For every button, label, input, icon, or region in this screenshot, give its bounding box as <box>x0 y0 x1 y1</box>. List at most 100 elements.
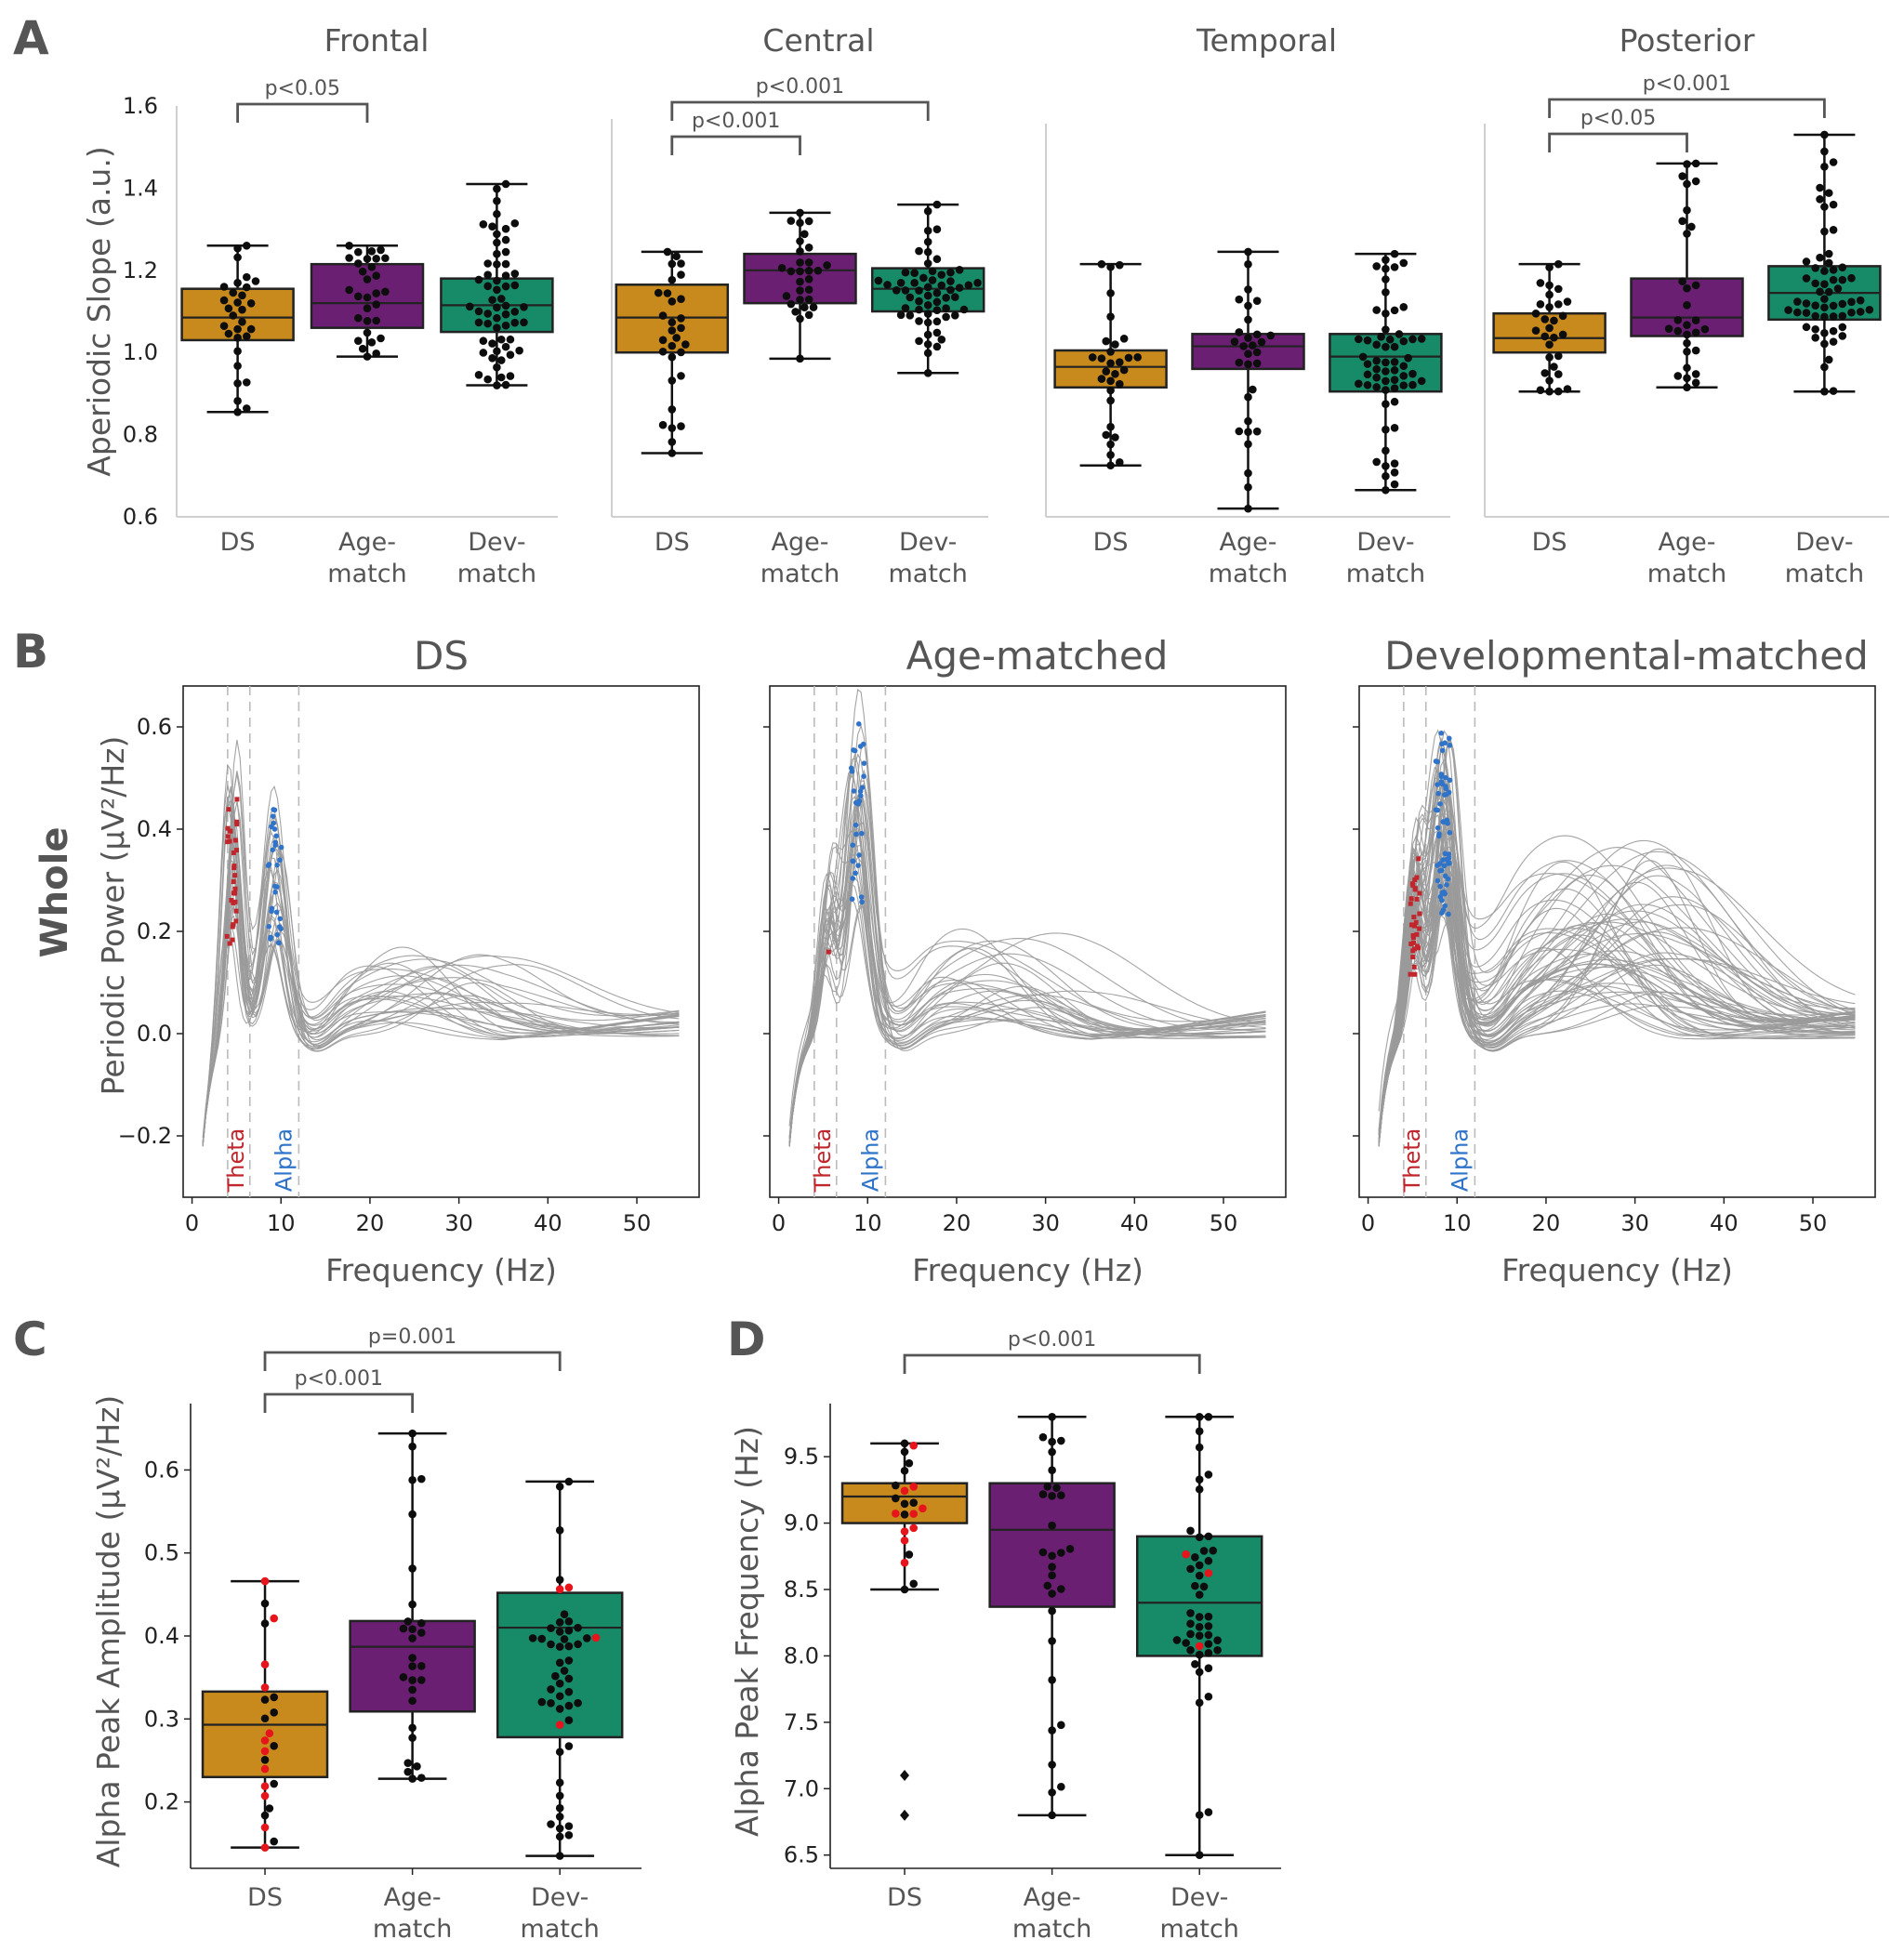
panel-c-age-point <box>399 1624 408 1633</box>
panel-b-ds-theta-peak <box>231 890 236 896</box>
panel-a-temporal-dev-point <box>1390 249 1399 258</box>
panel-d-age-point <box>1043 1482 1052 1491</box>
panel-a-central-dev-point <box>923 310 932 318</box>
panel-a-frontal-age-point <box>372 271 380 280</box>
panel-c-dev-point <box>564 1742 574 1750</box>
panel-a-central-dev-point <box>973 278 982 287</box>
panel-a-temporal-age-point <box>1239 342 1248 350</box>
panel-c-group-label: Dev- <box>531 1883 588 1912</box>
panel-d-age-point <box>1048 1788 1056 1797</box>
panel-a-frontal-group-label: DS <box>220 528 256 557</box>
panel-a-frontal-dev-point <box>493 230 501 239</box>
panel-d-group-label: Age- <box>1024 1883 1081 1912</box>
panel-a-central-ds-point <box>668 424 677 432</box>
panel-b-dev-theta-peak <box>1409 881 1415 887</box>
panel-d-ds-point <box>900 1466 909 1475</box>
panel-a-posterior-dev-point <box>1847 308 1856 317</box>
panel-a-frontal-age-point <box>372 289 380 297</box>
panel-c-age-point <box>408 1634 416 1642</box>
panel-a-frontal-age-point <box>345 254 353 262</box>
panel-c-dev-point <box>583 1634 591 1642</box>
panel-c-dev-point <box>555 1618 564 1627</box>
panel-a-ytick: 1.4 <box>123 175 158 201</box>
panel-b-age-alpha-peak <box>861 773 866 779</box>
panel-a-frontal-dev-point <box>493 303 501 312</box>
panel-a-posterior-group-label: match <box>1647 560 1726 588</box>
panel-d-dev-point <box>1204 1692 1213 1701</box>
panel-d-age-point <box>1048 1811 1056 1820</box>
panel-b-dev-theta-peak <box>1414 896 1420 902</box>
panel-a-central-age-point <box>804 267 813 275</box>
panel-a-ytick: 1.2 <box>123 257 158 284</box>
panel-d-dev-point <box>1195 1613 1204 1621</box>
panel-a-frontal-dev-point <box>493 381 501 389</box>
panel-b-age-alpha-peak <box>861 760 867 766</box>
panel-a-temporal-age-point <box>1244 350 1252 359</box>
panel-a-central-dev-point <box>959 305 969 314</box>
panel-a-central-ds-point <box>677 372 685 380</box>
panel-a-frontal-ds-point <box>233 244 242 253</box>
panel-a-frontal-dev-point <box>483 319 493 328</box>
panel-d-ds-outlier <box>900 1809 910 1821</box>
panel-d-age-point <box>1057 1721 1065 1730</box>
panel-b-ds-ytick-label: 0.6 <box>137 714 172 740</box>
panel-a-frontal-age-point <box>372 300 380 309</box>
panel-c-dev-point <box>564 1477 574 1486</box>
panel-b-dev-spectrum-trace <box>1378 851 1856 1145</box>
panel-d-ds-point <box>900 1527 909 1536</box>
panel-a-posterior-dev-point <box>1802 323 1811 332</box>
panel-a-frontal-dev-point <box>510 281 520 290</box>
panel-a-central-dev-point <box>915 336 923 346</box>
panel-b-dev-alpha-peak <box>1443 791 1449 798</box>
panel-a-temporal-age-point <box>1235 427 1244 436</box>
panel-a-central-age-point <box>787 299 796 309</box>
panel-d-age-point <box>1048 1521 1056 1530</box>
panel-a-frontal-ds-point <box>233 253 242 262</box>
panel-b-ds-frame <box>182 685 700 1198</box>
panel-a-central-dev-point <box>946 268 955 277</box>
panel-a-temporal-dev-point <box>1382 400 1390 408</box>
panel-a-central-dev-point <box>901 286 910 295</box>
panel-c-sig-label: p<0.001 <box>295 1367 383 1391</box>
panel-a-posterior-ds-point <box>1563 297 1572 306</box>
panel-a-central-dev-point <box>932 342 942 351</box>
panel-a-frontal-dev-point <box>488 339 496 348</box>
panel-d-ds-point <box>909 1510 919 1518</box>
panel-c-age-point <box>417 1662 426 1670</box>
panel-b-ds-alpha-peak <box>273 833 280 839</box>
panel-c-dev-point <box>555 1585 564 1593</box>
panel-a-temporal-dev-point <box>1382 325 1390 334</box>
panel-a-posterior-sig-label: p<0.001 <box>1643 73 1731 96</box>
panel-a-central-dev-point <box>896 310 906 320</box>
panel-a-frontal-age-point <box>354 292 363 301</box>
panel-c-dev-point <box>555 1692 564 1701</box>
panel-c-ds-point <box>260 1764 270 1774</box>
panel-c-dev-point <box>555 1791 564 1800</box>
panel-a-central-dev-point <box>942 312 950 322</box>
panel-a-frontal-dev-point <box>510 308 520 316</box>
panel-a-temporal-dev-point <box>1390 384 1399 392</box>
panel-a-central-dev-point <box>923 340 932 349</box>
panel-b-dev-alpha-peak <box>1439 741 1445 747</box>
panel-a-posterior-dev-point <box>1824 189 1833 197</box>
panel-d-age-point <box>1038 1490 1048 1498</box>
panel-b-age-spectrum-trace <box>788 689 1266 1138</box>
panel-a-temporal-ds-point <box>1111 370 1119 378</box>
panel-c-ytick-label: 0.2 <box>144 1789 179 1815</box>
panel-a-posterior-dev-point <box>1811 324 1820 334</box>
panel-d-age-point <box>1057 1782 1065 1791</box>
panel-a-posterior-dev-point <box>1833 284 1843 293</box>
panel-d-age-point <box>1057 1549 1065 1557</box>
panel-a-posterior-dev-point <box>1838 323 1847 332</box>
panel-a-posterior-age-point <box>1691 281 1700 290</box>
panel-a-central-age-point <box>796 247 804 256</box>
panel-b-ds-theta-peak <box>224 933 230 939</box>
panel-a-temporal-dev-point <box>1363 336 1372 345</box>
panel-b-ds-spectrum-trace <box>202 801 680 1144</box>
panel-a-temporal-dev-point <box>1382 386 1390 394</box>
panel-a-temporal-dev-point <box>1382 358 1390 367</box>
panel-a-temporal-age-point <box>1249 341 1257 350</box>
panel-a-central-age-point <box>787 267 796 276</box>
panel-a-frontal-dev-point <box>501 282 510 291</box>
